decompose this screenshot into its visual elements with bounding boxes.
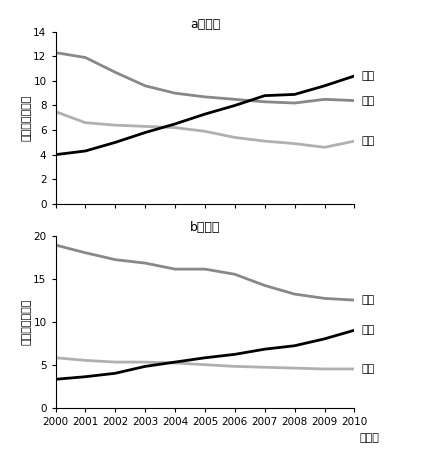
Text: 中国: 中国 <box>360 71 374 81</box>
Y-axis label: （シェア，％）: （シェア，％） <box>22 299 32 345</box>
Y-axis label: （シェア，％）: （シェア，％） <box>22 95 32 141</box>
Title: b）輸入: b）輸入 <box>189 222 220 234</box>
Text: 米国: 米国 <box>360 295 374 305</box>
Text: 米国: 米国 <box>360 96 374 106</box>
Text: 中国: 中国 <box>360 325 374 335</box>
Text: 日本: 日本 <box>360 364 374 374</box>
Text: （年）: （年） <box>359 433 379 443</box>
Text: 日本: 日本 <box>360 136 374 146</box>
Title: a）輸出: a）輸出 <box>190 18 219 30</box>
